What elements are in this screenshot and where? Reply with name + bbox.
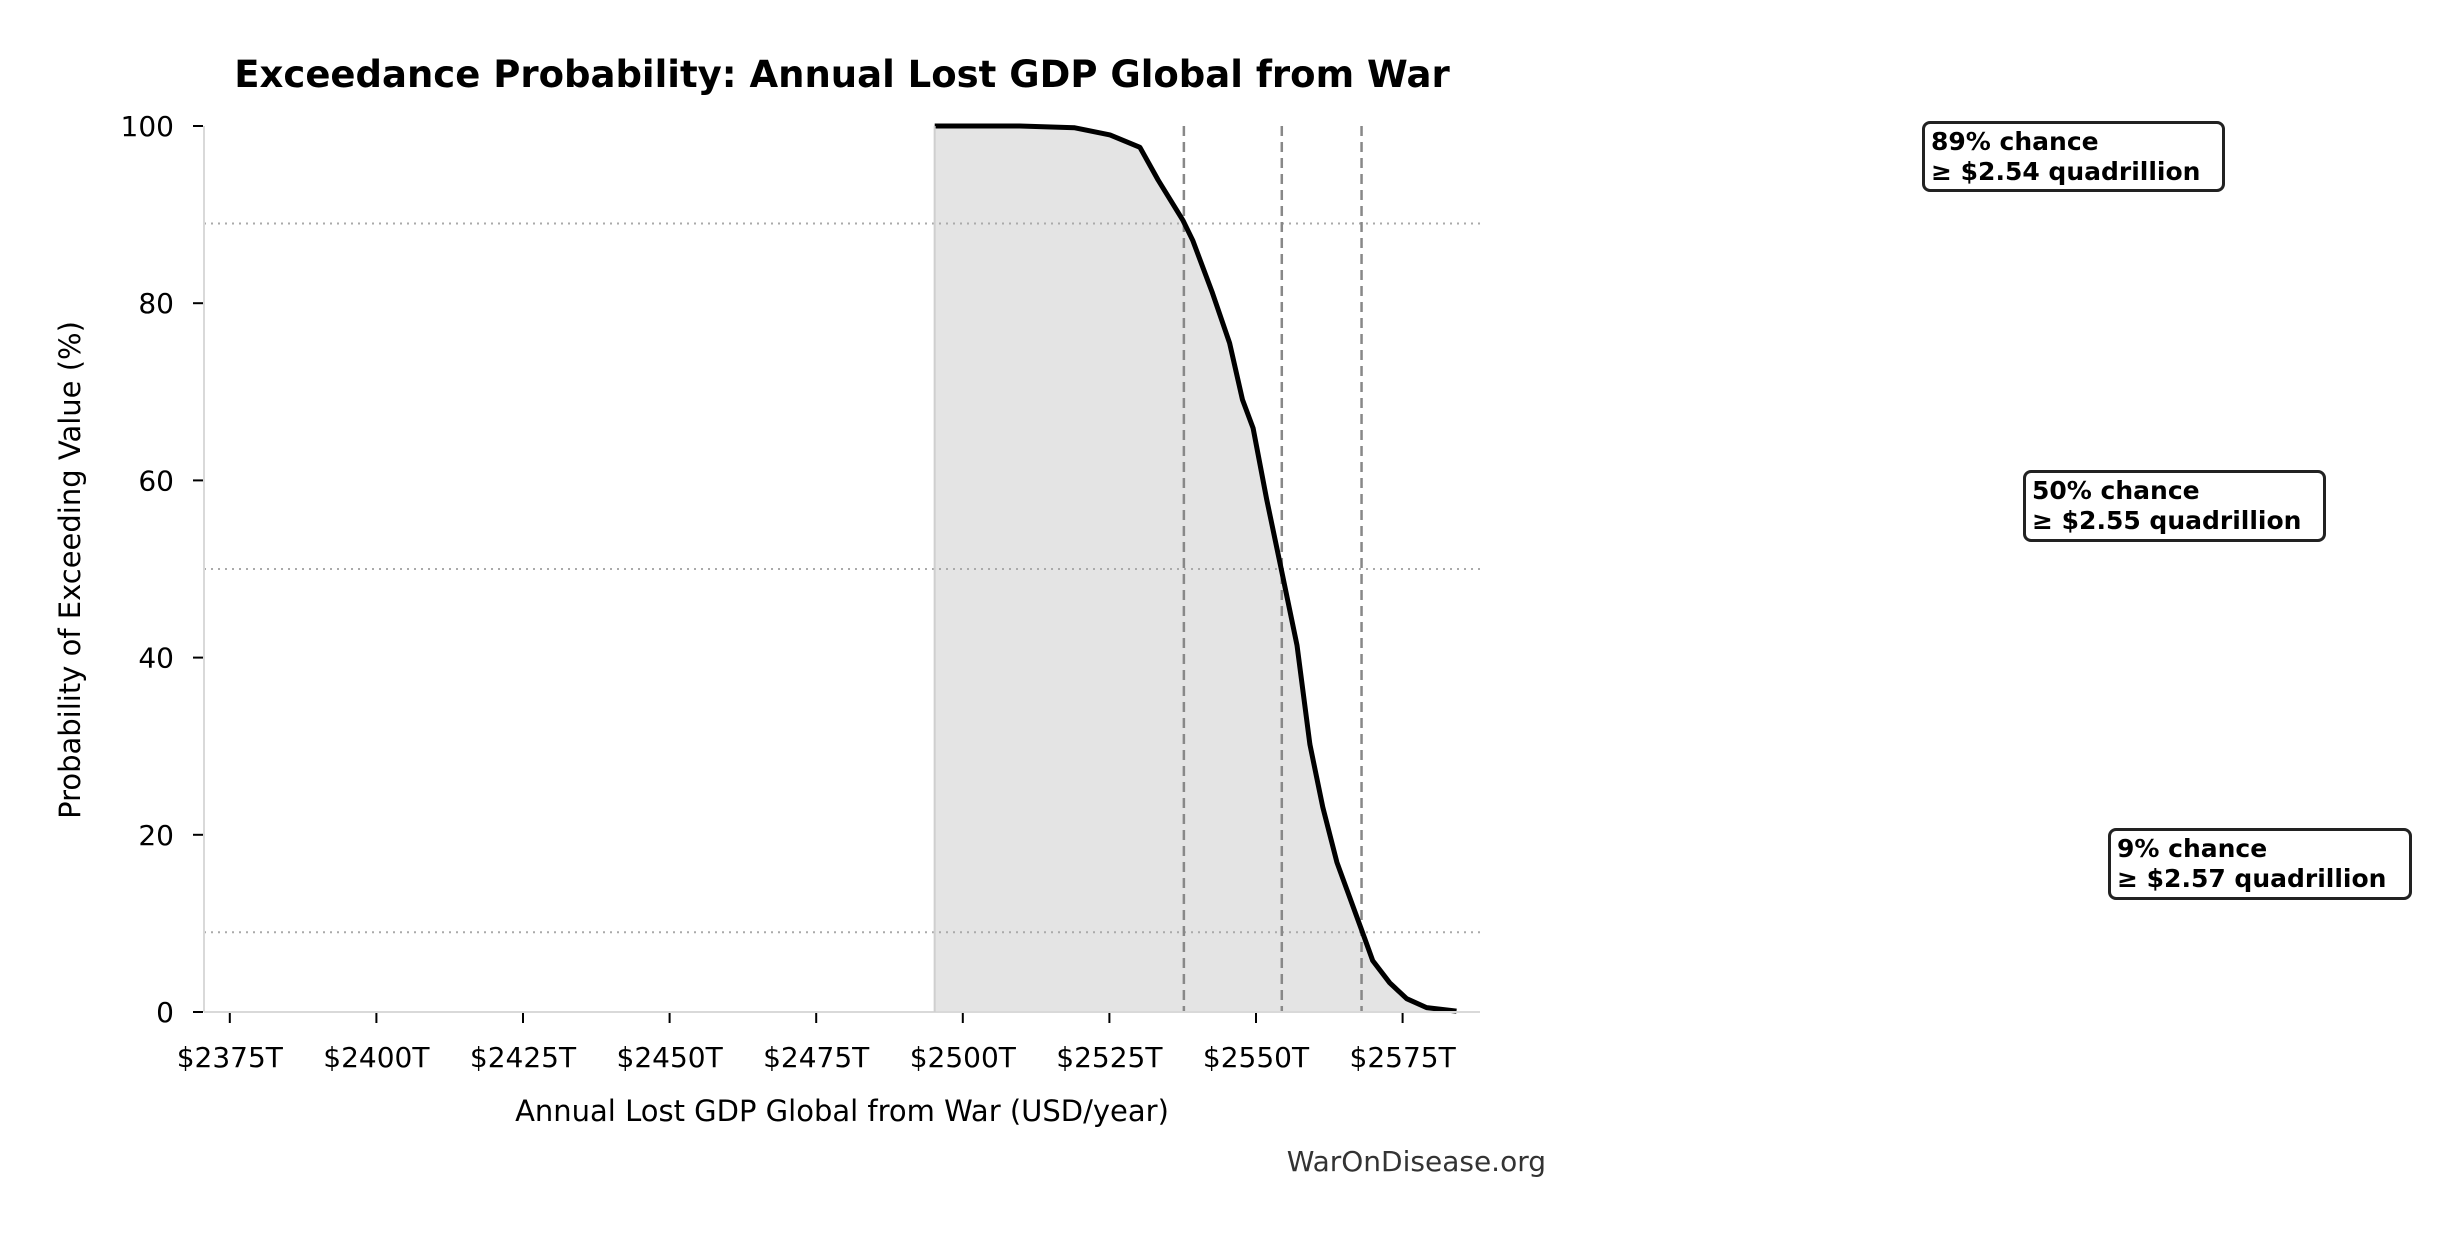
probability-reference-lines xyxy=(204,222,1480,934)
y-axis-ticks: 0 20 40 60 80 100 xyxy=(121,110,203,1029)
plot-area: $2375T $2400T $2425T $2450T $2475T $2500T $252… xyxy=(121,110,1480,1074)
x-tick-label: $2425T xyxy=(470,1041,577,1074)
footer-source: WarOnDisease.org xyxy=(1287,1145,1546,1178)
x-tick-label: $2450T xyxy=(617,1041,724,1074)
x-tick-label: $2400T xyxy=(323,1041,430,1074)
x-tick-label: $2475T xyxy=(763,1041,870,1074)
annotation-9-chance: 9% chance xyxy=(2117,834,2268,863)
annotation-9-value: ≥ $2.57 quadrillion xyxy=(2117,864,2387,893)
y-axis-label: Probability of Exceeding Value (%) xyxy=(53,321,87,819)
x-tick-label: $2575T xyxy=(1350,1041,1457,1074)
y-tick-label: 0 xyxy=(156,996,174,1029)
annotation-89-value: ≥ $2.54 quadrillion xyxy=(1931,157,2201,186)
y-tick-label: 80 xyxy=(138,287,174,320)
y-tick-label: 20 xyxy=(138,819,174,852)
x-tick-label: $2500T xyxy=(910,1041,1017,1074)
value-reference-lines xyxy=(1182,126,1363,1012)
y-tick-label: 100 xyxy=(121,110,174,143)
annotation-50-chance: 50% chance xyxy=(2032,476,2200,505)
annotation-89-percent: 89% chance ≥ $2.54 quadrillion xyxy=(1922,121,2225,192)
exceedance-fill-area xyxy=(934,126,1457,1012)
y-tick-label: 40 xyxy=(138,642,174,675)
x-axis-ticks: $2375T $2400T $2425T $2450T $2475T $2500T $252… xyxy=(177,1013,1457,1074)
chart-title: Exceedance Probability: Annual Lost GDP … xyxy=(234,53,1450,96)
exceedance-curve xyxy=(934,123,1457,1014)
y-tick-label: 60 xyxy=(138,464,174,497)
annotation-50-percent: 50% chance ≥ $2.55 quadrillion xyxy=(2023,470,2326,542)
x-axis-label: Annual Lost GDP Global from War (USD/yea… xyxy=(515,1094,1169,1128)
x-tick-label: $2525T xyxy=(1056,1041,1163,1074)
x-tick-label: $2375T xyxy=(177,1041,284,1074)
annotation-89-chance: 89% chance xyxy=(1931,127,2099,156)
x-tick-label: $2550T xyxy=(1203,1041,1310,1074)
annotation-50-value: ≥ $2.55 quadrillion xyxy=(2032,506,2302,535)
annotation-9-percent: 9% chance ≥ $2.57 quadrillion xyxy=(2108,828,2412,900)
